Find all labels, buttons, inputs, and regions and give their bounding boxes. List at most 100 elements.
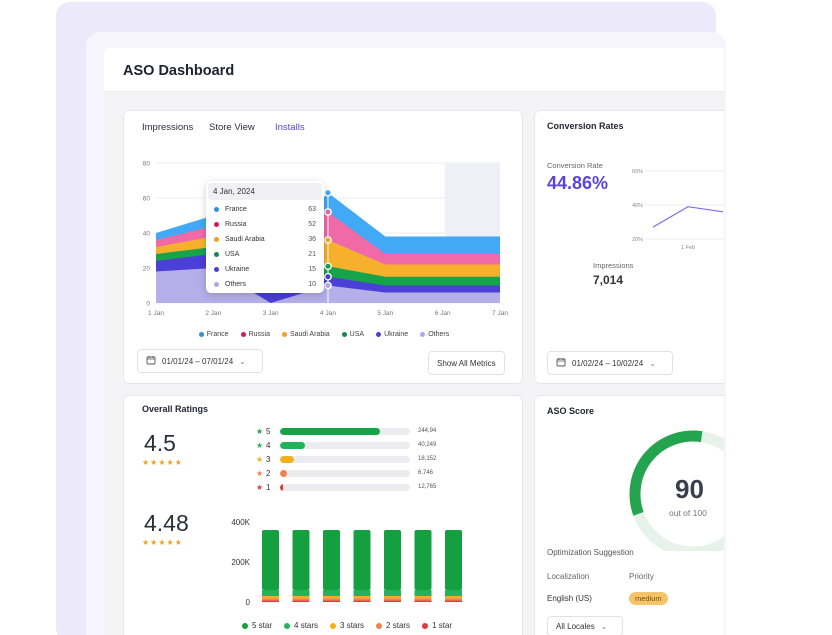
legend-color-dot (240, 332, 246, 337)
chevron-down-icon: ⌄ (239, 356, 246, 366)
legend-item[interactable]: 3 stars (330, 621, 364, 630)
dashboard-window: ASO Dashboard Impressions Store View Ins… (104, 48, 724, 635)
y-tick-label: 40% (632, 203, 643, 209)
show-all-metrics-button[interactable]: Show All Metrics (428, 351, 505, 375)
legend-color-dot (330, 622, 337, 629)
legend-item[interactable]: 4 stars (284, 621, 318, 630)
chevron-down-icon: ⌄ (600, 621, 608, 631)
rating-bar-row: ★ 3 18,152 (256, 453, 476, 465)
rating-stack-segment (353, 598, 371, 601)
rating-bar-fill (280, 455, 295, 463)
legend-label: 4 stars (294, 621, 319, 630)
legend-item[interactable]: Others (420, 331, 449, 338)
rating-stack-segment (414, 600, 432, 602)
star-icon: ★ (256, 426, 264, 436)
legend-item[interactable]: USA (341, 331, 364, 338)
conversion-date-picker[interactable]: 01/02/24 – 10/02/24 ⌄ (547, 351, 673, 375)
tooltip-series-value: 52 (308, 221, 316, 228)
legend-item[interactable]: Russia (240, 331, 270, 338)
rating-bar-track (280, 441, 410, 449)
legend-color-dot (376, 332, 382, 337)
legend-color-dot (341, 332, 347, 337)
x-tick-label: 5 Jan (377, 310, 393, 317)
y-tick-label: 60% (632, 169, 643, 175)
rating-stack-segment (384, 530, 401, 590)
tab-store-view[interactable]: Store View (209, 122, 255, 133)
legend-item[interactable]: France (198, 331, 229, 338)
ratings-chart-legend: 5 star 4 stars 3 stars 2 stars 1 star (242, 621, 452, 630)
tooltip-series-name: Others (225, 281, 247, 288)
rating-bar-row: ★ 5 244,94 (256, 425, 476, 437)
tooltip-series-value: 63 (308, 206, 316, 213)
legend-label: Saudi Arabia (289, 331, 330, 338)
rating-bar-track (280, 469, 410, 477)
series-color-dot (214, 252, 219, 257)
tooltip-series-value: 15 (308, 266, 316, 273)
star-level: 1 (266, 482, 271, 492)
rating-count: 18,152 (418, 456, 437, 462)
x-tick-label: 7 Jan (492, 310, 508, 317)
tooltip-series-name: Ukraine (225, 266, 250, 273)
series-color-dot (214, 207, 219, 212)
x-tick-label: 1 Feb (681, 245, 695, 251)
date-range-picker[interactable]: 01/01/24 – 07/01/24 ⌄ (137, 349, 263, 373)
rating-bar-fill (280, 469, 287, 477)
area-chart-legend: France Russia Saudi Arabia USA Ukraine Others (124, 331, 522, 338)
aso-score-subtitle: out of 100 (669, 508, 707, 518)
legend-item[interactable]: 1 star (422, 621, 452, 630)
locales-select[interactable]: All Locales ⌄ (547, 616, 623, 635)
tooltip-row: France 63 (206, 202, 324, 217)
tooltip-series-name: Saudi Arabia (225, 236, 265, 243)
y-tick-label: 0 (146, 301, 150, 308)
hover-point (324, 208, 332, 216)
priority-badge: medium (629, 592, 668, 605)
x-tick-label: 4 Jan (320, 310, 336, 317)
series-color-dot (214, 282, 219, 287)
legend-item[interactable]: 5 star (242, 621, 272, 630)
rating-stack-segment (445, 530, 462, 590)
x-tick-label: 1 Jan (148, 310, 164, 317)
rating-stack-segment (323, 590, 340, 596)
rating-stack-segment (262, 596, 279, 599)
aso-score-card: ASO Score 90 out of 100 Optimization Sug… (534, 395, 724, 635)
x-tick-label: 3 Jan (263, 310, 279, 317)
rating-value-primary: 4.5 (144, 430, 176, 456)
legend-item[interactable]: 2 stars (376, 621, 410, 630)
rating-stack-segment (414, 530, 432, 590)
x-tick-label: 6 Jan (435, 310, 451, 317)
star-icon: ★ (256, 468, 264, 478)
tab-installs[interactable]: Installs (275, 122, 305, 133)
conversion-line (652, 206, 724, 228)
tab-impressions[interactable]: Impressions (142, 122, 194, 133)
y-tick-label: 20 (143, 266, 151, 273)
tooltip-series-value: 21 (308, 251, 316, 258)
legend-item[interactable]: Ukraine (376, 331, 408, 338)
ratings-stacked-bar-chart: 0 200K 400K (231, 518, 462, 607)
tooltip-series-value: 36 (308, 236, 316, 243)
star-level: 5 (266, 426, 271, 436)
rating-bar-row: ★ 2 6,746 (256, 467, 476, 479)
rating-stack-segment (414, 598, 432, 601)
overall-ratings-card: Overall Ratings 4.5 ★★★★★ ★ 5 244,94 ★ 4 40,2… (123, 395, 523, 635)
rating-bar-fill (280, 427, 381, 435)
hover-point (324, 262, 332, 271)
series-color-dot (214, 222, 219, 227)
rating-stack-segment (323, 596, 340, 599)
conversion-rate-value: 44.86% (547, 173, 609, 193)
series-color-dot (214, 237, 219, 242)
aso-card-title: ASO Score (547, 406, 595, 416)
rating-stack-segment (323, 598, 340, 601)
rating-value-secondary: 4.48 (144, 510, 189, 536)
star-icon: ★ (256, 454, 264, 464)
conversion-rates-card: Conversion Rates Conversion Rate 44.86% … (534, 110, 724, 384)
y-tick-label: 200K (231, 558, 250, 567)
impressions-value: 7,014 (593, 273, 624, 287)
rating-count: 12,765 (418, 484, 437, 490)
tooltip-series-name: France (225, 206, 247, 213)
star-level: 2 (266, 468, 271, 478)
rating-stack-segment (292, 590, 310, 596)
rating-stack-segment (384, 590, 401, 596)
legend-item[interactable]: Saudi Arabia (281, 331, 330, 338)
column-priority: Priority (629, 572, 654, 581)
aso-score-value: 90 (675, 474, 704, 504)
